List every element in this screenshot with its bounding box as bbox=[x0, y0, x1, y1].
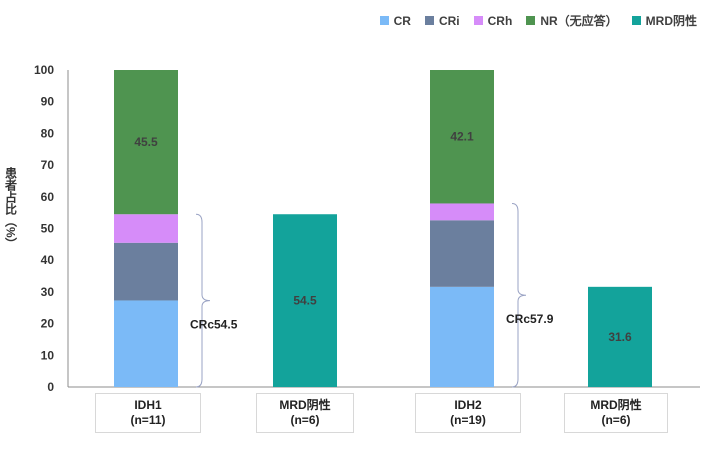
x-category-mrd-idh1-name: MRD阴性 bbox=[279, 398, 331, 412]
legend-swatch-mrd bbox=[631, 16, 641, 25]
x-category-mrd-idh2-n: (n=6) bbox=[601, 413, 631, 427]
legend-swatch-cri bbox=[424, 16, 434, 25]
y-tick-label-50: 50 bbox=[41, 222, 55, 236]
x-category-idh1-n: (n=11) bbox=[130, 413, 166, 427]
x-category-idh2-n: (n=19) bbox=[450, 413, 486, 427]
legend-label-mrd: MRD阴性 bbox=[645, 14, 697, 28]
legend-item-crh: CRh bbox=[473, 12, 513, 29]
crc-annotation-1: CRc57.9 bbox=[506, 312, 554, 326]
data-label-2: 42.1 bbox=[450, 130, 474, 144]
legend-item-nr: NR（无应答） bbox=[526, 12, 618, 29]
y-tick-label-80: 80 bbox=[41, 126, 55, 140]
bar-segment-2-3 bbox=[430, 70, 494, 204]
bar-segment-2-0 bbox=[430, 286, 494, 387]
legend-label-cri: CRi bbox=[438, 13, 460, 28]
y-tick-label-100: 100 bbox=[34, 63, 54, 77]
legend-item-mrd: MRD阴性 bbox=[631, 12, 697, 29]
bar-segment-2-1 bbox=[430, 220, 494, 287]
crc-annotation-0: CRc54.5 bbox=[190, 318, 238, 332]
crc-brace-0 bbox=[195, 213, 211, 388]
data-label-0: 45.5 bbox=[134, 135, 158, 149]
x-category-idh1: IDH1 (n=11) bbox=[95, 393, 201, 433]
bar-segment-0-2 bbox=[114, 214, 178, 243]
x-category-idh1-name: IDH1 bbox=[134, 398, 162, 412]
bar-segment-0-3 bbox=[114, 70, 178, 215]
legend-item-cr: CR bbox=[379, 12, 411, 29]
legend-label-nr: NR（无应答） bbox=[540, 14, 618, 28]
bar-segment-0-1 bbox=[114, 242, 178, 301]
x-category-mrd-idh1-n: (n=6) bbox=[290, 413, 320, 427]
x-category-mrd-idh2: MRD阴性 (n=6) bbox=[564, 393, 668, 433]
y-tick-label-20: 20 bbox=[41, 317, 55, 331]
y-tick-label-30: 30 bbox=[41, 285, 55, 299]
y-axis-label: 患者占比（%） bbox=[2, 146, 20, 270]
y-tick-label-90: 90 bbox=[41, 95, 55, 109]
legend-swatch-cr bbox=[379, 16, 389, 25]
x-category-idh2-name: IDH2 bbox=[454, 398, 482, 412]
legend-label-cr: CR bbox=[393, 13, 411, 28]
x-category-mrd-idh2-name: MRD阴性 bbox=[590, 398, 642, 412]
crc-brace-1 bbox=[511, 202, 527, 388]
legend-swatch-nr bbox=[526, 16, 536, 25]
bar-segment-0-0 bbox=[114, 300, 178, 387]
bar-segment-2-2 bbox=[430, 203, 494, 221]
legend-item-cri: CRi bbox=[424, 12, 460, 29]
bar-segment-1-4 bbox=[273, 214, 337, 387]
data-label-1: 54.5 bbox=[293, 294, 317, 308]
y-tick-label-40: 40 bbox=[41, 253, 55, 267]
data-label-3: 31.6 bbox=[608, 330, 632, 344]
y-tick-label-70: 70 bbox=[41, 158, 55, 172]
legend: CR CRi CRh NR（无应答） MRD阴性 bbox=[379, 12, 697, 29]
legend-swatch-crh bbox=[473, 16, 483, 25]
x-category-idh2: IDH2 (n=19) bbox=[415, 393, 521, 433]
bar-segment-3-4 bbox=[588, 286, 652, 387]
y-tick-label-60: 60 bbox=[41, 190, 55, 204]
y-tick-label-10: 10 bbox=[41, 348, 55, 362]
y-tick-label-0: 0 bbox=[47, 380, 54, 394]
x-category-mrd-idh1: MRD阴性 (n=6) bbox=[256, 393, 354, 433]
legend-label-crh: CRh bbox=[487, 13, 513, 28]
